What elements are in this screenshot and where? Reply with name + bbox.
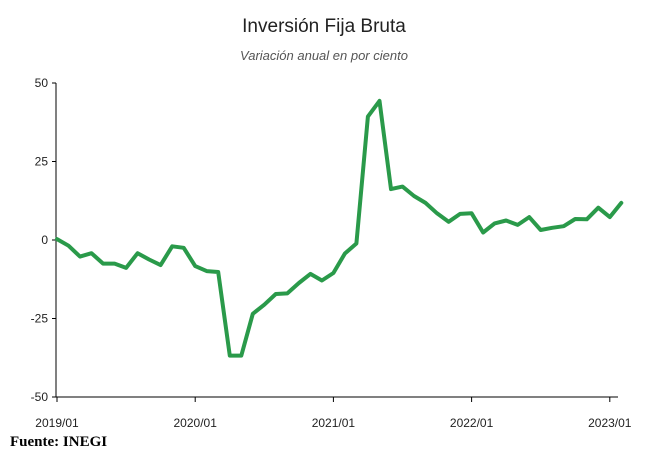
x-tick-label: 2023/01	[588, 416, 632, 430]
y-tick-label: -25	[31, 312, 49, 326]
x-tick-label: 2019/01	[35, 416, 79, 430]
chart-title: Inversión Fija Bruta	[242, 16, 406, 37]
y-tick-label: 0	[41, 233, 48, 247]
y-tick-label: -50	[31, 390, 49, 404]
series-line	[55, 98, 624, 358]
y-tick-label: 50	[35, 76, 49, 90]
x-tick-label: 2021/01	[312, 416, 356, 430]
x-tick-label: 2022/01	[450, 416, 494, 430]
plot-area	[55, 98, 624, 358]
axes: 50 25 0 -25 -50 2019/01 2020/01 2021/01 2022/01 2…	[31, 76, 632, 430]
x-tick-label: 2020/01	[174, 416, 218, 430]
chart-subtitle: Variación anual en por ciento	[240, 48, 408, 63]
source-note: Fuente: INEGI	[10, 434, 108, 450]
y-tick-label: 25	[35, 155, 49, 169]
